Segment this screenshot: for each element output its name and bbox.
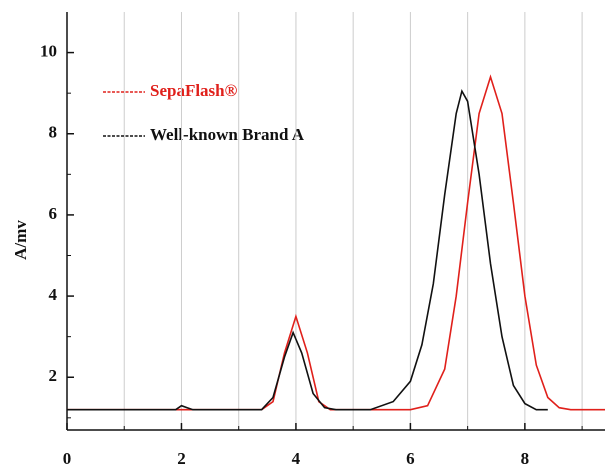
- y-tick-label: 6: [49, 204, 58, 223]
- series-line: [67, 88, 548, 411]
- x-tick-label: 6: [406, 449, 415, 468]
- x-tick-label: 8: [521, 449, 530, 468]
- y-tick-label: 10: [40, 41, 57, 60]
- series-line: [67, 74, 605, 411]
- x-tick-label: 2: [177, 449, 186, 468]
- x-tick-label: 4: [292, 449, 301, 468]
- legend-label: SepaFlash®: [150, 81, 238, 100]
- y-tick-label: 2: [49, 366, 58, 385]
- legend-label: Well-known Brand A: [150, 125, 305, 144]
- y-axis-label: A/mv: [11, 220, 30, 260]
- x-tick-label: 0: [63, 449, 72, 468]
- y-tick-label: 8: [49, 123, 58, 142]
- y-tick-label: 4: [49, 285, 58, 304]
